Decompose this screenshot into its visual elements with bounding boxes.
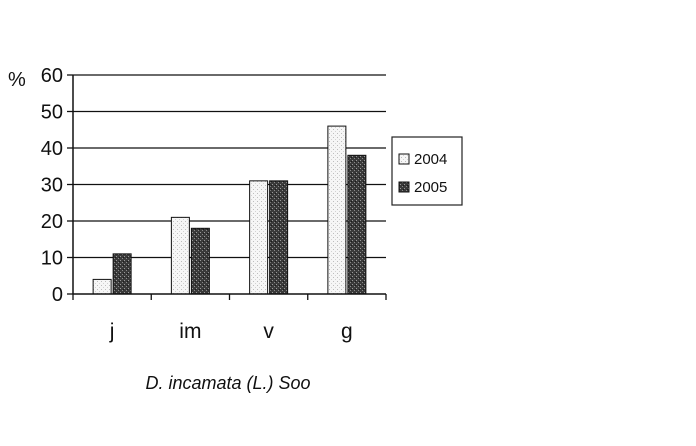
bar-2004-j [92, 278, 112, 295]
legend-swatch-2004 [398, 153, 410, 165]
legend-box [391, 136, 463, 206]
y-axis-label: % [8, 69, 26, 91]
bar-2005-im [190, 227, 210, 295]
legend: 2004 2005 [391, 136, 463, 206]
y-tick-label: 40 [41, 138, 63, 160]
bar-2004-im [170, 216, 190, 295]
x-category-label: g [341, 320, 353, 343]
x-category-label: v [263, 320, 274, 343]
y-tick-label: 20 [41, 211, 63, 233]
bar-2005-g [347, 154, 367, 295]
x-category-label: j [109, 320, 115, 343]
x-category-label: im [179, 320, 201, 343]
y-tick-label: 10 [41, 248, 63, 270]
y-tick-label: 30 [41, 175, 63, 197]
y-tick-label: 50 [41, 102, 63, 124]
legend-label-2005: 2005 [414, 179, 447, 196]
bars-group [92, 125, 367, 295]
bar-2004-g [327, 125, 347, 295]
legend-swatch-2005 [398, 181, 410, 193]
x-category-labels: j im v g [72, 294, 387, 343]
bar-2005-j [112, 253, 132, 295]
y-tick-labels: 0 10 20 30 40 50 60 [41, 65, 73, 306]
legend-label-2004: 2004 [414, 151, 447, 168]
y-tick-label: 0 [52, 284, 63, 306]
y-tick-label: 60 [41, 65, 63, 87]
bar-2004-v [249, 180, 269, 295]
x-axis-title: D. incamata (L.) Soo [145, 373, 310, 393]
bar-2005-v [269, 180, 289, 295]
